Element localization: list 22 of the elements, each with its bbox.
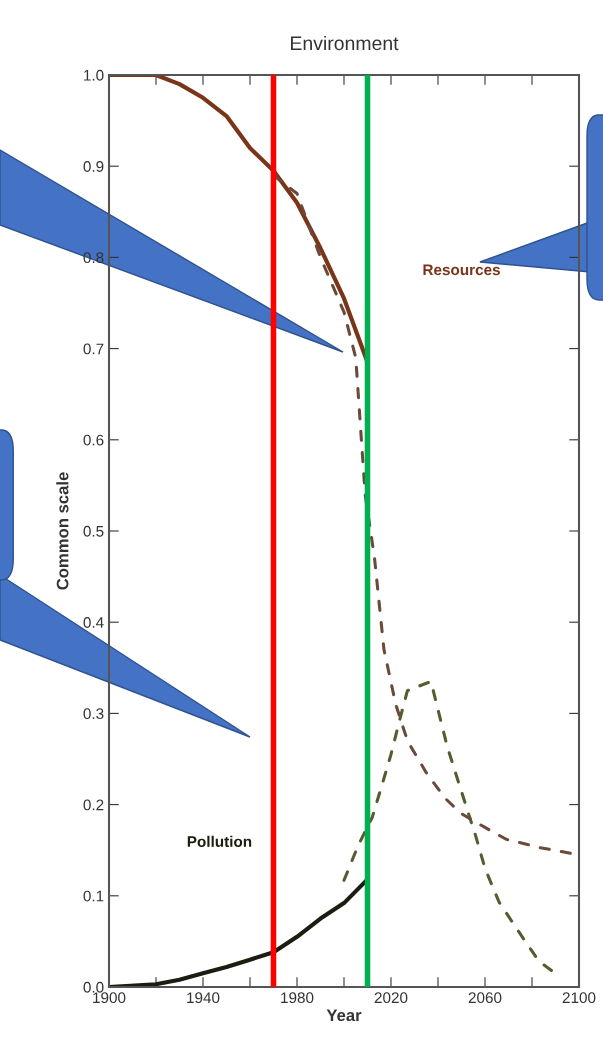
y-tick-label: 0.6 bbox=[83, 434, 104, 446]
y-tick-label: 0.8 bbox=[83, 252, 104, 264]
y-tick-label: 1.0 bbox=[84, 69, 104, 81]
y-tick-label: 0.9 bbox=[83, 161, 104, 172]
y-tick-label: 0.2 bbox=[83, 799, 104, 811]
y-tick-label: 0.5 bbox=[83, 525, 104, 537]
text: Resources bbox=[423, 264, 500, 276]
y-axis-title: Common scale bbox=[56, 472, 69, 590]
x-tick-label: 2060 bbox=[468, 992, 502, 1004]
y-tick-label: 0.7 bbox=[83, 343, 104, 355]
text: Pollution bbox=[187, 835, 252, 848]
x-tick-label: 1980 bbox=[281, 992, 314, 1004]
y-tick-label: 0.4 bbox=[83, 617, 104, 628]
x-tick-label: 2020 bbox=[374, 992, 408, 1004]
y-tick-label: 0.3 bbox=[83, 708, 104, 720]
x-tick-label: 1900 bbox=[93, 992, 126, 1004]
x-tick-label: 2100 bbox=[562, 992, 596, 1004]
x-axis-title: Year bbox=[326, 1009, 362, 1022]
y-tick-label: 0.1 bbox=[83, 890, 104, 902]
x-tick-label: 1940 bbox=[187, 992, 220, 1004]
y-tick-label: 0.0 bbox=[83, 981, 104, 993]
chart-title: Environment bbox=[291, 35, 399, 51]
